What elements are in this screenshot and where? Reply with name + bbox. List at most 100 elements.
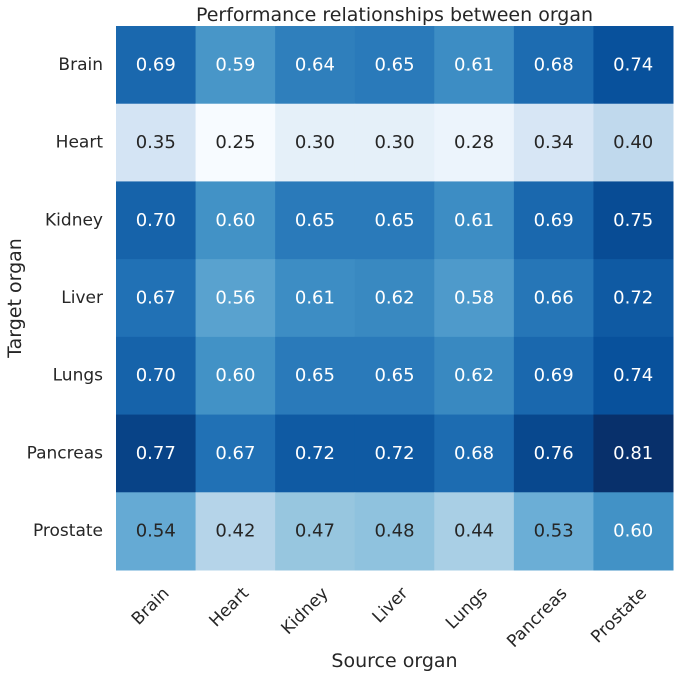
heatmap-cell-kidney-heart — [195, 181, 276, 260]
cell-value-label: 0.61 — [295, 288, 335, 309]
cell-value-label: 0.61 — [454, 54, 494, 75]
y-tick-label-prostate: Prostate — [33, 521, 103, 541]
cell-value-label: 0.76 — [534, 443, 574, 464]
heatmap-cell-liver-brain — [116, 259, 197, 338]
heatmap-cell-heart-liver — [354, 103, 435, 182]
heatmap-cell-liver-pancreas — [513, 259, 594, 338]
heatmap-cell-liver-lungs — [434, 259, 515, 338]
heatmap-cells: 0.69 0.59 0.64 0.65 0.61 0.68 0.74 0.35 0.25 0.30… — [116, 26, 674, 571]
heatmap-cell-brain-kidney — [275, 26, 356, 105]
chart-title: Performance relationships between organ — [196, 4, 593, 26]
heatmap-cell-pancreas-kidney — [275, 414, 356, 493]
cell-value-label: 0.62 — [374, 288, 414, 309]
heatmap-cell-kidney-liver — [354, 181, 435, 260]
cell-value-label: 0.48 — [374, 521, 414, 542]
heatmap-cell-liver-heart — [195, 259, 276, 338]
heatmap-cell-pancreas-brain — [116, 414, 197, 493]
cell-value-label: 0.74 — [613, 365, 653, 386]
cell-value-label: 0.42 — [215, 521, 255, 542]
heatmap-cell-pancreas-liver — [354, 414, 435, 493]
heatmap-cell-liver-prostate — [593, 259, 674, 338]
cell-value-label: 0.53 — [534, 521, 574, 542]
y-axis-label: Target organ — [4, 238, 26, 359]
cell-value-label: 0.62 — [454, 365, 494, 386]
cell-value-label: 0.65 — [374, 365, 414, 386]
cell-value-label: 0.69 — [534, 210, 574, 231]
cell-value-label: 0.72 — [295, 443, 335, 464]
cell-value-label: 0.66 — [534, 288, 574, 309]
cell-value-label: 0.56 — [215, 288, 255, 309]
cell-value-label: 0.60 — [613, 521, 653, 542]
x-tick-label-heart: Heart — [205, 583, 253, 631]
heatmap-cell-prostate-heart — [195, 492, 276, 571]
cell-value-label: 0.70 — [136, 365, 176, 386]
x-tick-label-liver: Liver — [369, 584, 413, 628]
heatmap-cell-pancreas-pancreas — [513, 414, 594, 493]
heatmap-cell-lungs-brain — [116, 336, 197, 416]
cell-value-label: 0.40 — [613, 132, 653, 153]
heatmap-cell-kidney-lungs — [434, 181, 515, 260]
cell-value-label: 0.64 — [295, 54, 335, 75]
x-axis-label: Source organ — [331, 650, 457, 672]
x-tick-label-brain: Brain — [128, 584, 174, 630]
cell-value-label: 0.65 — [374, 210, 414, 231]
cell-value-label: 0.77 — [136, 443, 176, 464]
heatmap-cell-brain-prostate — [593, 26, 674, 105]
heatmap-cell-lungs-prostate — [593, 336, 674, 416]
heatmap-cell-prostate-prostate — [593, 492, 674, 571]
cell-value-label: 0.75 — [613, 210, 653, 231]
cell-value-label: 0.44 — [454, 521, 494, 542]
heatmap-cell-brain-liver — [354, 26, 435, 105]
cell-value-label: 0.59 — [215, 54, 255, 75]
heatmap-cell-heart-prostate — [593, 103, 674, 182]
cell-value-label: 0.67 — [215, 443, 255, 464]
cell-value-label: 0.30 — [374, 132, 414, 153]
cell-value-label: 0.60 — [215, 365, 255, 386]
cell-value-label: 0.72 — [374, 443, 414, 464]
heatmap-cell-brain-heart — [195, 26, 276, 105]
heatmap-cell-lungs-lungs — [434, 336, 515, 416]
heatmap-cell-brain-pancreas — [513, 26, 594, 105]
heatmap-cell-lungs-kidney — [275, 336, 356, 416]
y-tick-label-pancreas: Pancreas — [27, 443, 104, 463]
cell-value-label: 0.69 — [534, 365, 574, 386]
heatmap-cell-prostate-lungs — [434, 492, 515, 571]
y-axis-ticks: Brain Heart Kidney Liver Lungs Pancreas Prosta… — [27, 55, 104, 541]
cell-value-label: 0.72 — [613, 288, 653, 309]
cell-value-label: 0.28 — [454, 132, 494, 153]
heatmap-cell-prostate-brain — [116, 492, 197, 571]
cell-value-label: 0.47 — [295, 521, 335, 542]
y-tick-label-heart: Heart — [56, 133, 104, 153]
cell-value-label: 0.34 — [534, 132, 574, 153]
cell-value-label: 0.61 — [454, 210, 494, 231]
cell-value-label: 0.65 — [295, 365, 335, 386]
heatmap-cell-prostate-liver — [354, 492, 435, 571]
cell-value-label: 0.81 — [613, 443, 653, 464]
y-tick-label-liver: Liver — [61, 288, 103, 308]
y-tick-label-brain: Brain — [58, 55, 103, 75]
heatmap-cell-lungs-pancreas — [513, 336, 594, 416]
heatmap-cell-kidney-prostate — [593, 181, 674, 260]
heatmap-cell-kidney-brain — [116, 181, 197, 260]
cell-value-label: 0.65 — [374, 54, 414, 75]
cell-value-label: 0.54 — [136, 521, 176, 542]
heatmap-cell-brain-lungs — [434, 26, 515, 105]
heatmap-cell-lungs-liver — [354, 336, 435, 416]
heatmap-cell-pancreas-lungs — [434, 414, 515, 493]
cell-value-label: 0.25 — [215, 132, 255, 153]
cell-value-label: 0.67 — [136, 288, 176, 309]
heatmap-cell-kidney-kidney — [275, 181, 356, 260]
cell-value-label: 0.69 — [136, 54, 176, 75]
x-axis-ticks: Brain Heart Kidney Liver Lungs Pancreas Prosta… — [128, 583, 651, 651]
cell-value-label: 0.60 — [215, 210, 255, 231]
cell-value-label: 0.68 — [454, 443, 494, 464]
cell-value-label: 0.65 — [295, 210, 335, 231]
heatmap-cell-prostate-pancreas — [513, 492, 594, 571]
x-tick-label-prostate: Prostate — [587, 584, 651, 648]
heatmap-cell-kidney-pancreas — [513, 181, 594, 260]
heatmap-cell-heart-kidney — [275, 103, 356, 182]
cell-value-label: 0.68 — [534, 54, 574, 75]
heatmap-cell-lungs-heart — [195, 336, 276, 416]
heatmap-cell-pancreas-prostate — [593, 414, 674, 493]
